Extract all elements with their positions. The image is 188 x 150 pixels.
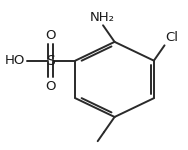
- Text: O: O: [45, 28, 56, 42]
- Text: HO: HO: [4, 54, 25, 67]
- Text: O: O: [45, 80, 56, 93]
- Text: Cl: Cl: [165, 31, 178, 44]
- Text: S: S: [46, 54, 55, 68]
- Text: NH₂: NH₂: [90, 11, 115, 24]
